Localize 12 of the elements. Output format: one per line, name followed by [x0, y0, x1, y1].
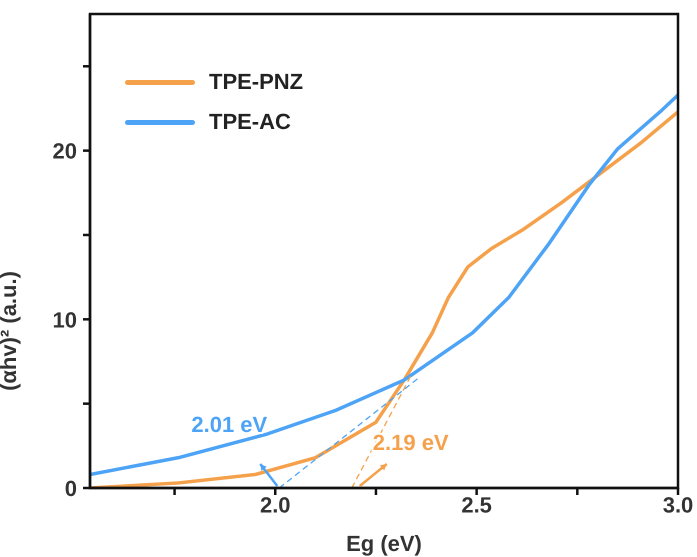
- y-tick-label: 0: [64, 476, 77, 501]
- x-tick-label: 3.0: [662, 492, 694, 518]
- annotation: 2.19 eV: [372, 430, 449, 455]
- x-tick-label: 2.0: [260, 492, 291, 518]
- legend-label: TPE-AC: [209, 109, 291, 135]
- x-axis-title: Eg (eV): [346, 531, 422, 556]
- x-tick-label: 2.5: [461, 492, 492, 518]
- y-tick-label: 10: [52, 307, 77, 332]
- y-axis-title: (αhv)² (a.u.): [0, 271, 21, 391]
- annotation: 2.01 eV: [191, 412, 268, 437]
- legend-label: TPE-PNZ: [209, 69, 304, 95]
- y-tick-label: 20: [52, 138, 77, 164]
